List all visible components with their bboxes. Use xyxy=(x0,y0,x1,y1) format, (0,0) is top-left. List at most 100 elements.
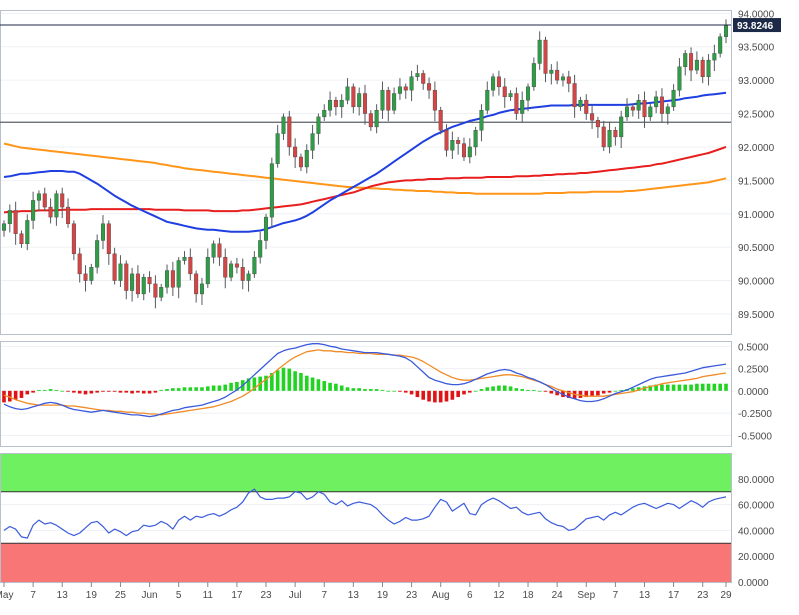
candle-body xyxy=(520,99,525,114)
candle xyxy=(450,131,455,159)
candle xyxy=(322,104,327,121)
macd-histogram-bar xyxy=(136,390,140,393)
macd-histogram-bar xyxy=(176,388,181,391)
candle-body xyxy=(124,263,129,291)
date-axis-label: 23 xyxy=(406,590,418,601)
candle xyxy=(479,104,484,142)
candle-body xyxy=(298,156,303,168)
macd-histogram-bar xyxy=(153,390,158,393)
macd-histogram-bar xyxy=(549,390,554,394)
candle xyxy=(60,187,65,219)
macd-histogram-bar xyxy=(683,384,688,391)
candle-body xyxy=(665,106,670,114)
candle xyxy=(723,19,729,44)
candle-body xyxy=(165,270,170,288)
candle-body xyxy=(473,130,478,148)
candle-body xyxy=(403,86,408,91)
candle xyxy=(601,120,606,151)
candle xyxy=(304,144,309,174)
candle-body xyxy=(432,89,437,111)
candle-body xyxy=(636,99,641,111)
date-axis-label: 5 xyxy=(176,590,182,601)
macd-histogram-bar xyxy=(520,389,525,391)
candle xyxy=(36,190,41,212)
candle xyxy=(223,248,228,289)
macd-histogram-bar xyxy=(31,390,35,393)
macd-histogram-bar xyxy=(223,384,228,391)
rsi-pane[interactable]: 80.0000 60.0000 40.0000 20.0000 0.0000 xyxy=(0,453,775,589)
macd-histogram-bar xyxy=(316,379,321,391)
price-pane-border xyxy=(0,10,732,335)
date-axis-label: 13 xyxy=(348,590,360,601)
candle xyxy=(217,237,222,266)
candle xyxy=(328,91,333,117)
date-axis-label: 7 xyxy=(30,590,36,601)
rsi-y-tick-label: 20.0000 xyxy=(738,552,775,563)
candle xyxy=(397,78,402,100)
price-pane[interactable]: 94.0000 93.5000 93.0000 92.5000 92.0000 91.50… xyxy=(0,9,781,335)
macd-histogram-bar xyxy=(607,390,612,393)
candle xyxy=(467,138,472,164)
candle xyxy=(211,240,216,264)
date-axis-label: 12 xyxy=(493,590,505,601)
candle-body xyxy=(281,116,286,134)
candle-body xyxy=(671,89,676,108)
macd-y-tick-label: 0.5000 xyxy=(738,342,769,353)
candle xyxy=(89,263,94,285)
candle xyxy=(147,271,152,293)
candle xyxy=(694,51,699,75)
macd-histogram-bar xyxy=(275,370,280,391)
candle-body xyxy=(328,99,333,111)
candle xyxy=(48,198,53,224)
candle xyxy=(549,64,554,85)
moving-average-fast-line xyxy=(3,91,727,233)
candle xyxy=(520,91,525,123)
candle-body xyxy=(409,76,414,91)
moving-average-mid-line xyxy=(3,145,727,214)
macd-histogram-bar xyxy=(299,373,303,391)
candle-body xyxy=(83,273,88,281)
macd-histogram-bar xyxy=(235,381,239,391)
candle-body xyxy=(444,130,449,151)
macd-histogram-bar xyxy=(77,390,82,394)
candle-body xyxy=(188,256,193,275)
macd-histogram-bar xyxy=(229,382,233,391)
candle xyxy=(403,83,408,99)
macd-histogram-bar xyxy=(695,383,699,391)
macd-histogram-bar xyxy=(66,390,70,392)
candle xyxy=(357,87,362,116)
candle xyxy=(700,56,705,84)
macd-pane[interactable]: 0.5000 0.2500 0.0000 -0.2500 -0.5000 xyxy=(0,341,772,447)
candle xyxy=(508,90,513,101)
candle-body xyxy=(362,93,368,114)
price-y-tick-label: 89.5000 xyxy=(738,310,775,321)
candle xyxy=(77,247,82,283)
candle-body xyxy=(1,223,7,231)
macd-histogram-bar xyxy=(130,390,134,394)
candle-body xyxy=(31,200,36,221)
candle-body xyxy=(54,193,59,218)
macd-histogram-bar xyxy=(182,387,187,391)
candle-body xyxy=(572,83,577,108)
candle xyxy=(362,84,368,125)
date-axis-label: Sep xyxy=(577,590,595,601)
macd-histogram-bar xyxy=(543,390,548,392)
candle-body xyxy=(194,273,199,295)
candle-body xyxy=(706,59,711,78)
macd-histogram-bar xyxy=(613,390,618,392)
candle xyxy=(7,204,12,233)
candle xyxy=(659,88,664,123)
candle xyxy=(234,257,239,274)
candle-body xyxy=(461,143,466,158)
candle-body xyxy=(217,243,222,258)
candle xyxy=(625,98,630,121)
candle xyxy=(461,137,466,161)
macd-histogram-bar xyxy=(409,390,414,395)
price-y-tick-label: 93.5000 xyxy=(738,43,775,54)
candle xyxy=(555,61,560,85)
candle xyxy=(409,70,414,102)
price-y-tick-label: 92.5000 xyxy=(738,110,775,121)
candle-body xyxy=(526,86,531,101)
